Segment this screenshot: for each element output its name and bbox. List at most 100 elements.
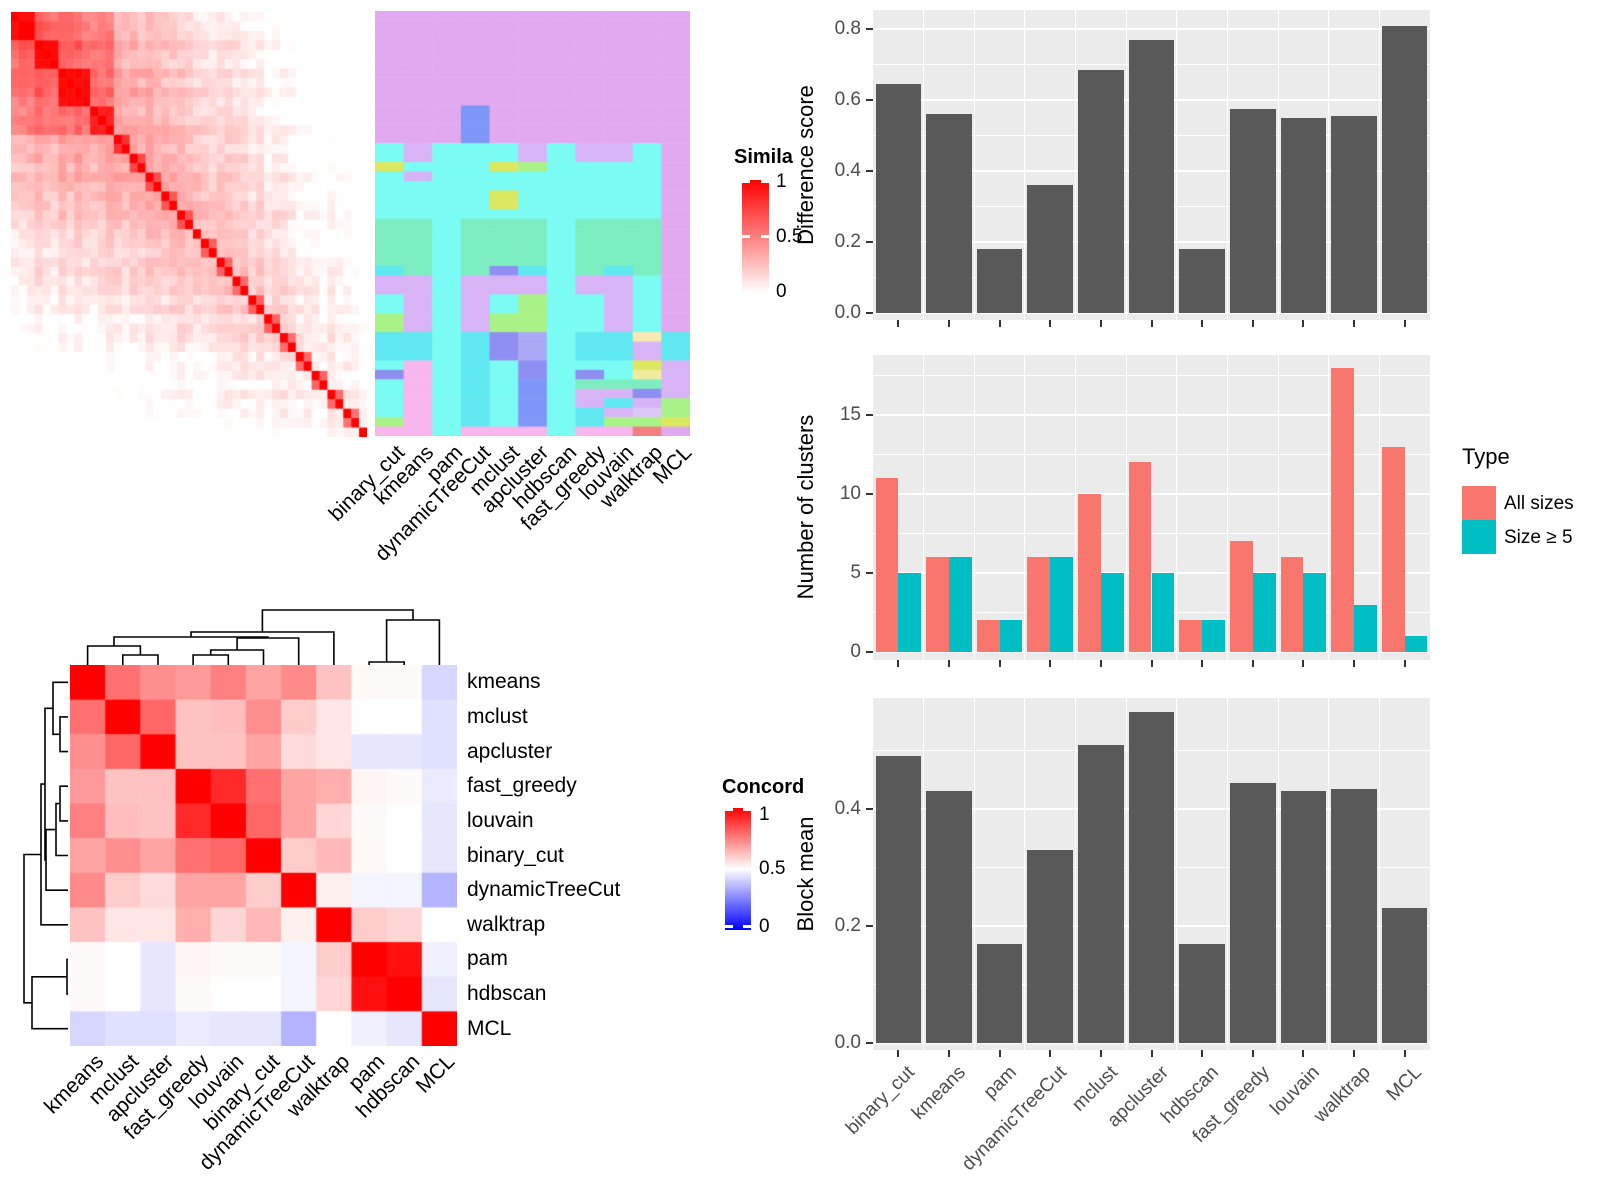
x-tick-mark: [897, 1050, 900, 1057]
bar-MCL-size-ge-5: [1404, 636, 1428, 652]
legend-break-dash: [743, 925, 751, 928]
bar-apcluster: [1128, 40, 1175, 313]
bar-fast_greedy: [1229, 109, 1276, 313]
legend-break-dash: [743, 808, 751, 811]
bar-pam: [976, 249, 1023, 313]
all-sizes-label: All sizes: [1504, 493, 1574, 514]
y-tick-label: 0.8: [834, 18, 861, 40]
y-tick-label: 0.2: [834, 231, 861, 253]
gridline: [873, 454, 1430, 455]
bar-walktrap: [1331, 116, 1377, 313]
type-legend-title: Type: [1462, 444, 1510, 469]
gridline-vertical: [1176, 10, 1178, 320]
y-tick-mark: [866, 170, 873, 173]
x-tick-mark: [998, 1050, 1001, 1057]
gridline-vertical: [1024, 10, 1026, 320]
gridline: [873, 414, 1430, 416]
gridline: [873, 533, 1430, 534]
bar-mclust: [1078, 70, 1124, 313]
gridline-vertical: [1277, 10, 1279, 320]
bar-kmeans-size-ge-5: [948, 557, 972, 652]
gridline-vertical: [1024, 355, 1026, 660]
gridline-vertical: [973, 698, 975, 1050]
concordance-row-label: mclust: [467, 704, 528, 728]
y-tick-label: 0.0: [834, 302, 861, 323]
x-tick-mark: [1353, 660, 1356, 667]
gridline-vertical: [1176, 698, 1178, 1050]
gridline-vertical: [1277, 698, 1279, 1050]
y-tick-mark: [866, 651, 873, 653]
x-tick-mark: [1403, 1050, 1406, 1057]
y-axis-title-difference-score: Difference score: [793, 85, 818, 245]
gridline-vertical: [923, 10, 925, 320]
bar-binary_cut-size-ge-5: [898, 573, 922, 652]
gridline-vertical: [1226, 10, 1228, 320]
gridline-vertical: [1328, 355, 1330, 660]
gridline: [873, 493, 1430, 495]
x-tick-mark: [1251, 1050, 1254, 1057]
bar-apcluster-all-sizes: [1128, 462, 1152, 652]
x-tick-mark: [947, 1050, 950, 1057]
x-tick-mark: [998, 320, 1001, 327]
gridline-vertical: [923, 355, 925, 660]
x-tick-mark: [1302, 660, 1305, 667]
bar-louvain: [1280, 791, 1327, 1043]
concordance-row-label: louvain: [467, 808, 534, 832]
bar-kmeans: [926, 114, 972, 313]
bar-hdbscan: [1179, 249, 1225, 313]
y-tick-label: 15: [839, 404, 861, 425]
concordance-legend-title: Concord: [722, 776, 805, 798]
legend-break-dash: [761, 235, 769, 238]
panel-number_of_clusters: 0 5 10 15: [840, 355, 1430, 667]
y-tick-mark: [866, 572, 873, 574]
similarity-legend-title: Simila: [734, 146, 793, 168]
bar-dynamicTreeCut-all-sizes: [1027, 557, 1051, 652]
panel-block_mean: 0.0 0.2 0.4 binary_cut kmeans pam dynamicTreeC…: [835, 698, 1430, 1175]
y-tick-mark: [866, 312, 873, 314]
bar-pam-all-sizes: [976, 620, 1000, 652]
y-tick-mark: [866, 925, 873, 927]
gridline-vertical: [1378, 698, 1380, 1050]
gridline-vertical: [1277, 355, 1279, 660]
legend-break-dash: [761, 180, 769, 183]
gridline-vertical: [973, 10, 975, 320]
gridline-vertical: [1328, 10, 1330, 320]
legend-tick-0: 0: [759, 916, 770, 937]
bar-fast_greedy: [1229, 782, 1276, 1043]
gridline: [873, 375, 1430, 376]
bar-hdbscan-size-ge-5: [1202, 620, 1225, 652]
concordance-row-label: apcluster: [467, 739, 553, 763]
size-ge-5-swatch: [1462, 520, 1496, 554]
x-tick-mark: [1099, 320, 1102, 327]
gridline-vertical: [1125, 10, 1127, 320]
y-tick-mark: [866, 414, 873, 416]
concordance-row-label: dynamicTreeCut: [467, 878, 621, 902]
y-tick-label: 5: [850, 562, 861, 583]
concordance-row-label: kmeans: [467, 670, 541, 694]
gridline-vertical: [1378, 355, 1380, 660]
column-dendrogram: [86, 609, 441, 665]
y-tick-label: 0.6: [834, 89, 861, 111]
bar-walktrap-all-sizes: [1331, 367, 1355, 652]
gridline-vertical: [1075, 355, 1077, 660]
x-tick-mark: [1099, 660, 1102, 667]
x-tick-mark: [1201, 1050, 1204, 1057]
gridline-vertical: [1378, 10, 1380, 320]
y-axis-title-number-of-clusters: Number of clusters: [793, 414, 818, 600]
legend-break-dash: [742, 235, 750, 238]
gridline-vertical: [1125, 698, 1127, 1050]
bar-hdbscan: [1179, 943, 1225, 1043]
x-tick-mark: [947, 660, 950, 667]
legend-break-dash: [742, 180, 750, 183]
legend-tick-1: 1: [776, 171, 787, 192]
size-ge-5-label: Size ≥ 5: [1504, 527, 1573, 548]
legend-break-dash: [725, 925, 733, 928]
gridline-vertical: [1024, 698, 1026, 1050]
x-tick-mark: [1049, 1050, 1052, 1057]
gridline-vertical: [1125, 355, 1127, 660]
concordance-row-label: fast_greedy: [467, 774, 577, 798]
bar-kmeans-all-sizes: [926, 557, 949, 652]
y-tick-label: 10: [839, 483, 861, 504]
legend-break-dash: [725, 808, 733, 811]
x-tick-mark: [1302, 320, 1305, 327]
